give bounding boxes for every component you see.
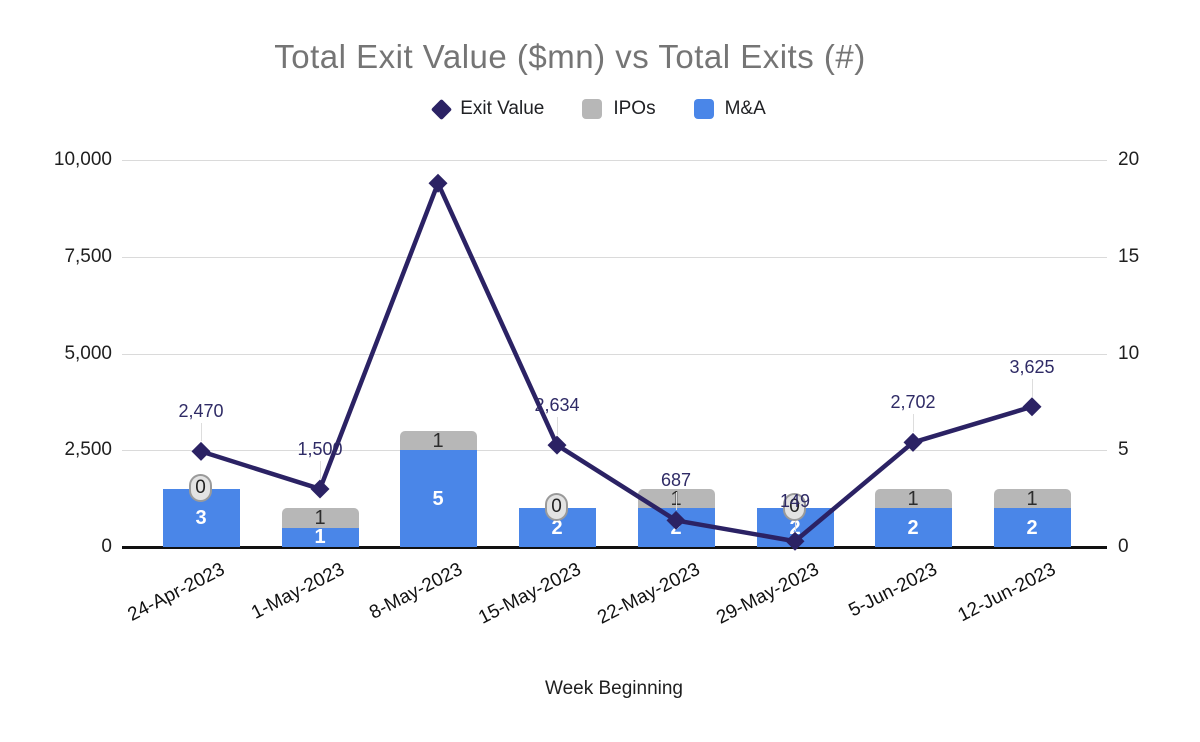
label-leader-line <box>201 423 202 442</box>
mna-bar-segment[interactable] <box>281 527 359 547</box>
exit-value-point-diamond[interactable] <box>428 173 448 193</box>
ipo-bar-segment[interactable] <box>281 508 359 528</box>
legend-item-mna[interactable]: M&A <box>693 98 766 120</box>
square-icon <box>693 99 714 119</box>
exit-value-line[interactable] <box>200 180 1033 544</box>
y-axis-tick-left: 7,500 <box>64 245 112 267</box>
y-axis-tick-left: 5,000 <box>64 342 112 364</box>
legend-item-exit-value[interactable]: Exit Value <box>431 98 545 120</box>
mna-bar-segment[interactable] <box>399 450 477 547</box>
ipo-zero-label-pill: 0 <box>545 493 568 522</box>
y-axis-tick-right: 15 <box>1118 245 1140 267</box>
chart-title: Total Exit Value ($mn) vs Total Exits (#… <box>274 38 866 75</box>
y-axis-tick-left: 2,500 <box>64 439 112 461</box>
gridline <box>122 450 1107 452</box>
gridline <box>122 160 1107 161</box>
y-axis-tick-right: 20 <box>1118 149 1140 170</box>
y-axis-tick-right: 10 <box>1118 342 1140 364</box>
ipo-bar-segment[interactable] <box>874 488 952 509</box>
mna-bar-segment[interactable] <box>993 508 1071 547</box>
square-icon <box>582 99 603 119</box>
gridline <box>122 353 1107 355</box>
label-leader-line <box>913 414 914 433</box>
label-leader-line <box>557 417 558 436</box>
label-leader-line <box>676 492 677 511</box>
y-axis-tick-right: 5 <box>1118 439 1129 461</box>
exit-value-point-diamond[interactable] <box>903 432 923 452</box>
exit-value-point-diamond[interactable] <box>785 531 805 551</box>
label-leader-line <box>795 513 796 532</box>
ipo-bar-segment[interactable] <box>993 488 1071 509</box>
chart-legend: Exit Value IPOs M&A <box>0 98 1200 120</box>
ipo-zero-label-pill: 0 <box>783 493 806 522</box>
exit-value-point-diamond[interactable] <box>191 441 211 461</box>
legend-label-exit-value: Exit Value <box>460 98 545 119</box>
mna-bar-segment[interactable] <box>874 508 952 547</box>
exit-value-point-diamond[interactable] <box>310 479 330 499</box>
ipo-zero-label-pill: 0 <box>189 473 212 502</box>
x-axis-baseline <box>122 546 1107 549</box>
exit-value-point-diamond[interactable] <box>1022 397 1042 417</box>
legend-label-mna: M&A <box>724 98 766 119</box>
exit-value-point-diamond[interactable] <box>666 510 686 530</box>
legend-item-ipos[interactable]: IPOs <box>582 98 656 120</box>
label-leader-line <box>1032 378 1033 397</box>
legend-label-ipos: IPOs <box>613 98 656 119</box>
x-axis-title: Week Beginning <box>544 678 684 699</box>
label-leader-line <box>320 460 321 479</box>
y-axis-tick-left: 10,000 <box>53 149 112 170</box>
gridline <box>122 256 1107 258</box>
y-axis-tick-left: 0 <box>101 536 112 557</box>
ipo-bar-segment[interactable] <box>399 430 477 451</box>
exit-value-point-diamond[interactable] <box>547 435 567 455</box>
y-axis-tick-right: 0 <box>1118 536 1129 557</box>
